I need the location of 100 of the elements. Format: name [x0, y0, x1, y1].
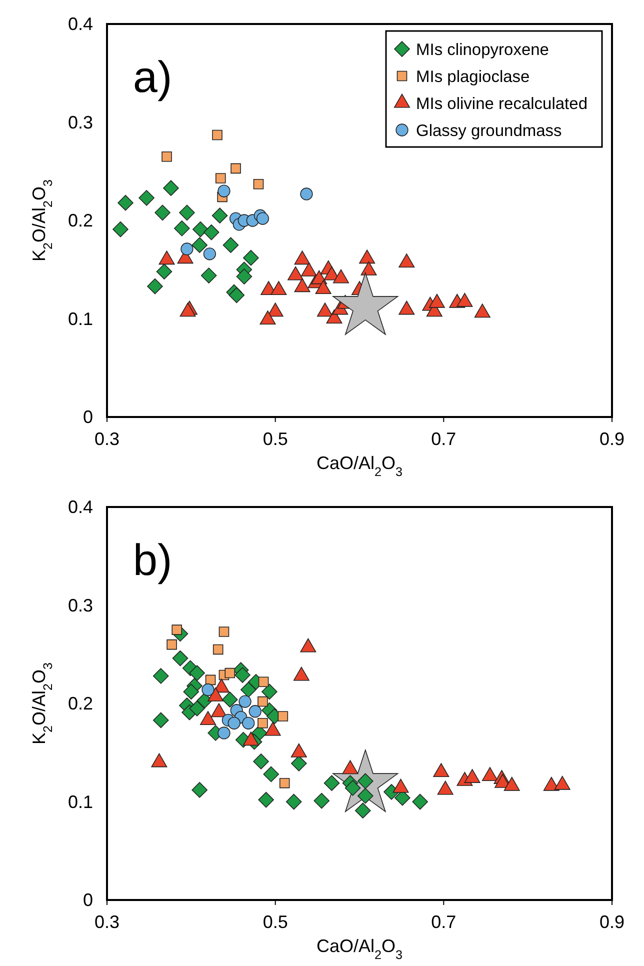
point: [412, 794, 428, 810]
y-tick-label: 0.3: [68, 595, 93, 616]
point: [212, 644, 224, 655]
point: [258, 676, 269, 688]
point: [238, 695, 252, 708]
point: [172, 650, 188, 666]
legend-label: MIs plagioclase: [416, 68, 530, 86]
point: [179, 204, 195, 221]
point: [192, 782, 208, 798]
point: [138, 190, 154, 206]
point: [344, 780, 361, 796]
point: [218, 184, 230, 198]
point: [456, 292, 473, 307]
point: [156, 264, 172, 280]
point: [288, 266, 304, 280]
point: [180, 242, 194, 256]
point: [152, 668, 169, 684]
point: [218, 626, 230, 637]
point: [240, 682, 256, 698]
point: [192, 221, 208, 238]
point: [398, 254, 415, 268]
point: [291, 756, 307, 772]
point: [278, 711, 288, 722]
point: [315, 280, 332, 294]
point: [258, 718, 268, 728]
point: [189, 700, 205, 716]
point: [228, 716, 240, 730]
point: [243, 250, 259, 266]
x-tick-label: 0.7: [431, 429, 456, 449]
point: [212, 208, 228, 224]
y-tick-label: 0.1: [68, 792, 93, 812]
point: [189, 665, 205, 681]
x-tick-label: 0.9: [599, 912, 625, 932]
point: [203, 224, 220, 240]
legend-label: Glassy groundmass: [416, 122, 562, 140]
point: [294, 250, 310, 265]
point: [260, 310, 276, 325]
point: [279, 778, 290, 788]
point: [218, 726, 230, 740]
y-tick-label: 0: [82, 890, 93, 910]
y-tick-label: 0.4: [68, 14, 93, 34]
point: [174, 220, 190, 236]
point: [262, 684, 278, 700]
x-axis-title: CaO/Al$_{2}$O$_{3}$: [316, 936, 403, 962]
point: [294, 278, 310, 292]
point: [212, 130, 222, 140]
point: [253, 754, 269, 770]
point: [258, 696, 268, 707]
point: [258, 792, 274, 808]
y-tick-label: 0.2: [68, 210, 93, 230]
point: [118, 194, 134, 211]
point: [300, 188, 313, 200]
point: [162, 151, 172, 162]
point: [270, 281, 287, 296]
y-tick-label: 0.3: [68, 112, 93, 132]
point: [332, 269, 349, 284]
legend-label: MIs clinopyroxene: [416, 41, 549, 59]
point: [357, 773, 374, 790]
point: [215, 173, 226, 184]
point: [253, 179, 264, 190]
point: [357, 788, 374, 804]
point: [242, 716, 255, 730]
x-axis-title: CaO/Al$_{2}$O$_{3}$: [316, 453, 403, 479]
annotation: a): [133, 53, 172, 102]
point: [286, 794, 302, 810]
y-tick-label: 0.1: [68, 308, 93, 329]
point: [428, 294, 445, 308]
y-tick-label: 0.2: [68, 694, 93, 714]
point: [166, 639, 177, 650]
point: [222, 692, 238, 708]
point: [112, 221, 128, 238]
point: [192, 237, 208, 253]
point: [332, 272, 398, 335]
point: [316, 302, 333, 317]
point: [234, 667, 250, 683]
x-tick-label: 0.5: [262, 429, 288, 449]
point: [163, 180, 179, 196]
point: [474, 304, 490, 318]
point: [154, 204, 170, 221]
point: [203, 248, 216, 260]
y-tick-label: 0.4: [68, 497, 93, 517]
y-tick-label: 0: [82, 407, 93, 427]
point: [152, 712, 169, 728]
point: [230, 163, 241, 174]
point: [263, 766, 280, 782]
point: [248, 705, 262, 718]
point: [354, 802, 371, 818]
annotation: b): [133, 536, 172, 585]
point: [301, 262, 317, 276]
point: [256, 212, 270, 225]
legend-label: MIs olivine recalculated: [416, 95, 588, 113]
point: [326, 310, 342, 324]
point: [183, 684, 200, 700]
point: [158, 250, 175, 265]
x-tick-label: 0.9: [599, 429, 625, 449]
x-tick-label: 0.7: [431, 912, 456, 932]
point: [359, 250, 376, 264]
point: [267, 302, 284, 317]
x-tick-label: 0.5: [262, 912, 288, 932]
point: [222, 237, 239, 253]
